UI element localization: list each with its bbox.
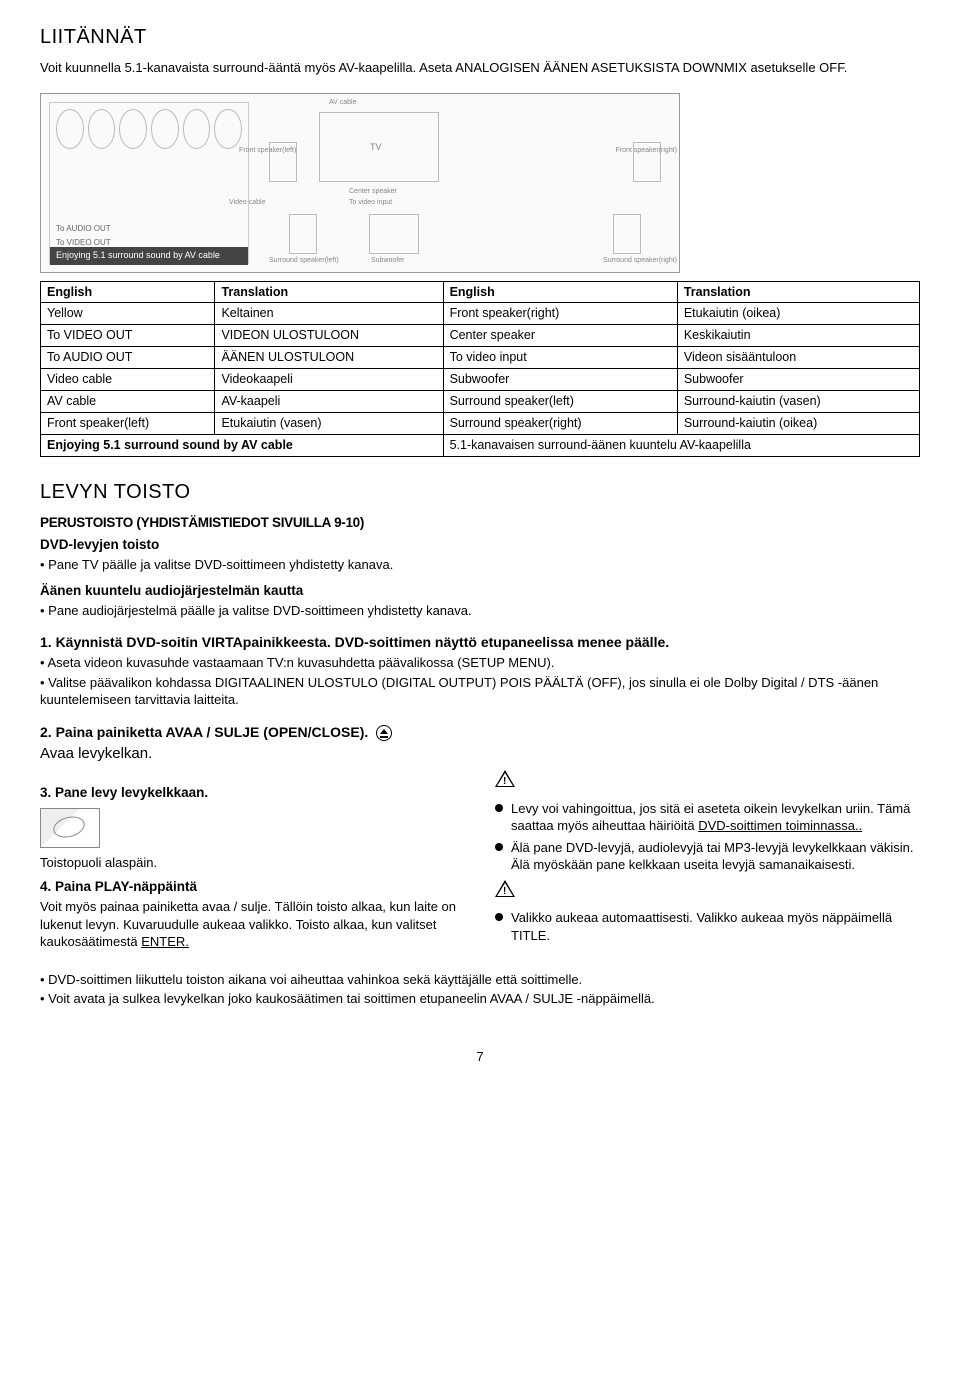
- warning-icon: !: [495, 770, 515, 787]
- eject-icon: [376, 725, 392, 741]
- table-cell: Videokaapeli: [215, 369, 443, 391]
- diagram-tv: [319, 112, 439, 182]
- connection-diagram: To AUDIO OUT To VIDEO OUT Enjoying 5.1 s…: [40, 93, 680, 273]
- table-row: Front speaker(left)Etukaiutin (vasen)Sur…: [41, 412, 920, 434]
- diagram-surround-right-speaker: [613, 214, 641, 254]
- step-4-enter-link: ENTER.: [141, 934, 189, 949]
- translation-table: English Translation English Translation …: [40, 281, 920, 457]
- bottom-bullet-1: DVD-soittimen liikuttelu toiston aikana …: [40, 971, 920, 989]
- table-cell: ÄÄNEN ULOSTULOON: [215, 347, 443, 369]
- table-cell: Surround speaker(left): [443, 390, 677, 412]
- diagram-speakers: AV cable Front speaker(left) Front speak…: [259, 102, 671, 264]
- diagram-label-front-l: Front speaker(left): [239, 146, 296, 155]
- table-cell: Surround-kaiutin (vasen): [677, 390, 919, 412]
- table-cell: Keltainen: [215, 303, 443, 325]
- table-cell: AV-kaapeli: [215, 390, 443, 412]
- left-column: 3. Pane levy levykelkkaan. Toistopuoli a…: [40, 770, 465, 951]
- table-cell: 5.1-kanavaisen surround-äänen kuuntelu A…: [443, 434, 919, 456]
- table-cell: Yellow: [41, 303, 215, 325]
- warning-icon: !: [495, 880, 515, 897]
- table-row: Enjoying 5.1 surround sound by AV cable5…: [41, 434, 920, 456]
- table-cell: VIDEON ULOSTULOON: [215, 325, 443, 347]
- table-header: English: [443, 281, 677, 303]
- warning-bullet-3: Valikko aukeaa automaattisesti. Valikko …: [495, 909, 920, 944]
- step-1-bullet-2: Valitse päävalikon kohdassa DIGITAALINEN…: [40, 674, 920, 709]
- warning-1-underlined: DVD-soittimen toiminnassa..: [698, 818, 862, 833]
- diagram-label-sub: Subwoofer: [371, 256, 404, 265]
- diagram-surround-left-speaker: [289, 214, 317, 254]
- table-cell: Video cable: [41, 369, 215, 391]
- table-cell: Surround speaker(right): [443, 412, 677, 434]
- diagram-label-sur-l: Surround speaker(left): [269, 256, 339, 265]
- table-cell: Etukaiutin (vasen): [215, 412, 443, 434]
- diagram-label-video-cable: Video cable: [229, 198, 265, 207]
- step-4-text: Voit myös painaa painiketta avaa / sulje…: [40, 898, 465, 951]
- table-header-row: English Translation English Translation: [41, 281, 920, 303]
- step-3-heading: 3. Pane levy levykelkkaan.: [40, 784, 465, 802]
- table-cell: Subwoofer: [443, 369, 677, 391]
- step-1-heading: 1. Käynnistä DVD-soitin VIRTApainikkeest…: [40, 633, 920, 652]
- table-cell: Etukaiutin (oikea): [677, 303, 919, 325]
- table-row: To AUDIO OUTÄÄNEN ULOSTULOONTo video inp…: [41, 347, 920, 369]
- table-cell: Videon sisääntuloon: [677, 347, 919, 369]
- table-cell: Enjoying 5.1 surround sound by AV cable: [41, 434, 444, 456]
- table-cell: To VIDEO OUT: [41, 325, 215, 347]
- heading-dvd-levyjen: DVD-levyjen toisto: [40, 536, 920, 554]
- table-cell: Keskikaiutin: [677, 325, 919, 347]
- diagram-label-audio-out: To AUDIO OUT: [56, 224, 111, 235]
- bullet-pane-tv: Pane TV päälle ja valitse DVD-soittimeen…: [40, 556, 920, 574]
- intro-paragraph: Voit kuunnella 5.1-kanavaista surround-ä…: [40, 59, 920, 77]
- table-header: Translation: [677, 281, 919, 303]
- section-title-liitannat: LIITÄNNÄT: [40, 24, 920, 51]
- diagram-caption-enjoy: Enjoying 5.1 surround sound by AV cable: [50, 247, 248, 265]
- diagram-label-video-in: To video input: [349, 198, 392, 207]
- table-header: Translation: [215, 281, 443, 303]
- bullet-dot-icon: [495, 804, 503, 812]
- table-cell: Front speaker(left): [41, 412, 215, 434]
- heading-perustoisto: PERUSTOISTO (YHDISTÄMISTIEDOT SIVUILLA 9…: [40, 514, 920, 532]
- table-row: AV cableAV-kaapeliSurround speaker(left)…: [41, 390, 920, 412]
- bullet-pane-audio: Pane audiojärjestelmä päälle ja valitse …: [40, 602, 920, 620]
- table-cell: To AUDIO OUT: [41, 347, 215, 369]
- warning-bullet-2: Älä pane DVD-levyjä, audiolevyjä tai MP3…: [495, 839, 920, 874]
- warning-bullet-1: Levy voi vahingoittua, jos sitä ei asete…: [495, 800, 920, 835]
- table-row: YellowKeltainenFront speaker(right)Etuka…: [41, 303, 920, 325]
- diagram-label-av-cable: AV cable: [329, 98, 357, 107]
- step-2-text: Avaa levykelkan.: [40, 744, 920, 764]
- table-cell: Front speaker(right): [443, 303, 677, 325]
- diagram-subwoofer: [369, 214, 419, 254]
- table-cell: AV cable: [41, 390, 215, 412]
- bullet-dot-icon: [495, 913, 503, 921]
- diagram-label-sur-r: Surround speaker(right): [603, 256, 677, 265]
- step-3-caption: Toistopuoli alaspäin.: [40, 854, 465, 872]
- insert-disc-icon: [40, 808, 100, 848]
- table-cell: Subwoofer: [677, 369, 919, 391]
- table-header: English: [41, 281, 215, 303]
- table-row: To VIDEO OUTVIDEON ULOSTULOONCenter spea…: [41, 325, 920, 347]
- diagram-source-device: To AUDIO OUT To VIDEO OUT Enjoying 5.1 s…: [49, 102, 249, 264]
- diagram-label-front-r: Front speaker(right): [616, 146, 677, 155]
- bottom-bullet-2: Voit avata ja sulkea levykelkan joko kau…: [40, 990, 920, 1008]
- table-cell: To video input: [443, 347, 677, 369]
- right-column: ! Levy voi vahingoittua, jos sitä ei ase…: [495, 770, 920, 951]
- page-number: 7: [40, 1048, 920, 1066]
- step-2-heading: 2. Paina painiketta AVAA / SULJE (OPEN/C…: [40, 723, 920, 742]
- step-1-bullet-1: Aseta videon kuvasuhde vastaamaan TV:n k…: [40, 654, 920, 672]
- table-cell: Surround-kaiutin (oikea): [677, 412, 919, 434]
- section-title-levyn-toisto: LEVYN TOISTO: [40, 479, 920, 506]
- step-2-heading-text: 2. Paina painiketta AVAA / SULJE (OPEN/C…: [40, 724, 368, 740]
- bullet-dot-icon: [495, 843, 503, 851]
- table-row: Video cableVideokaapeliSubwooferSubwoofe…: [41, 369, 920, 391]
- table-cell: Center speaker: [443, 325, 677, 347]
- step-4-heading: 4. Paina PLAY-näppäintä: [40, 878, 465, 896]
- heading-aanen-kuuntelu: Äänen kuuntelu audiojärjestelmän kautta: [40, 582, 920, 600]
- diagram-label-center: Center speaker: [349, 187, 397, 196]
